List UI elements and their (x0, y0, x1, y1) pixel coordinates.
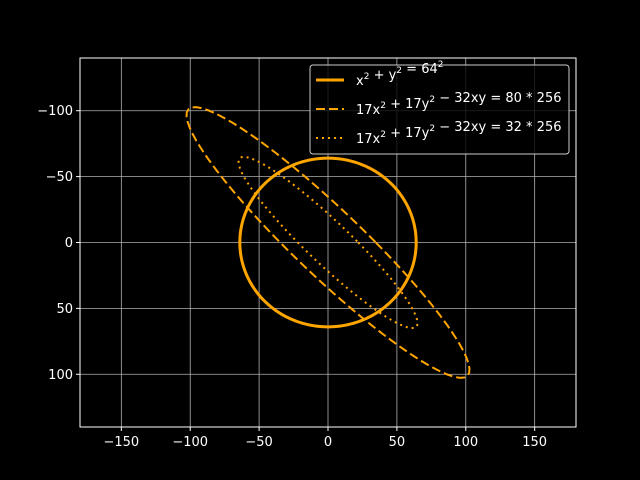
axis-ticks: −150 −100 −50 0 50 100 150 −100 −50 0 50 100 (37, 104, 547, 450)
grid (80, 58, 576, 427)
legend-entry-3: 17x2 + 17y2 − 32xy = 32 * 256 (356, 120, 562, 147)
legend-box (309, 64, 570, 155)
y-tick-label: 100 (48, 368, 73, 383)
legend-entry-2: 17x2 + 17y2 − 32xy = 80 * 256 (356, 91, 562, 118)
series-3-curve (237, 155, 419, 330)
x-tick-label: 0 (324, 435, 332, 450)
x-tick-label: 50 (389, 435, 406, 450)
legend-entry-1: x2 + y2 = 642 (356, 60, 443, 89)
series-group (185, 106, 471, 379)
y-tick-label: 0 (65, 236, 73, 251)
x-tick-label: 150 (522, 435, 547, 450)
x-tick-label: 100 (453, 435, 478, 450)
y-tick-label: 50 (56, 302, 73, 317)
y-tick-label: −100 (37, 104, 73, 119)
series-2-curve (185, 106, 471, 379)
x-tick-label: −100 (172, 435, 208, 450)
series-1-curve (238, 156, 418, 329)
y-tick-label: −50 (46, 170, 73, 185)
x-tick-label: −50 (245, 435, 272, 450)
x-tick-label: −150 (103, 435, 139, 450)
